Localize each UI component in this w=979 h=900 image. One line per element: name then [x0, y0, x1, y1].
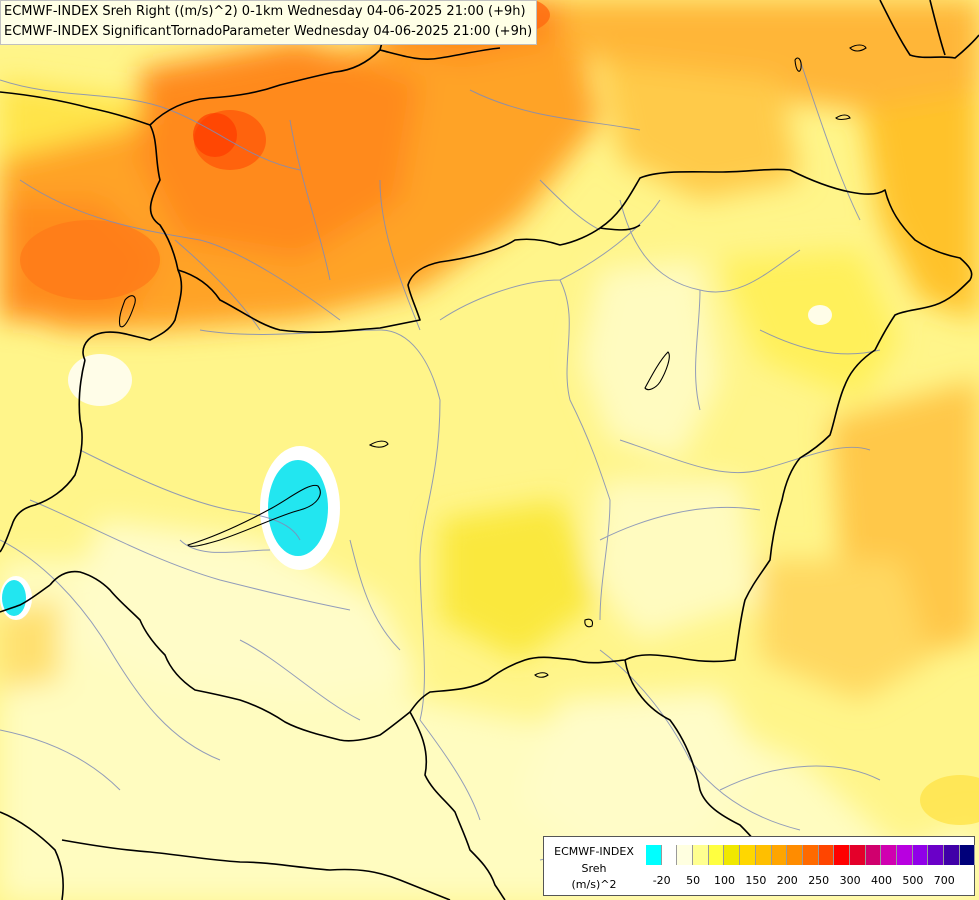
legend-swatch [928, 845, 945, 865]
legend-swatch [771, 845, 788, 865]
legend-tick-label: 400 [871, 874, 892, 887]
legend-swatch [849, 845, 866, 865]
legend-swatch [881, 845, 897, 865]
legend-title: ECMWF-INDEX [554, 845, 634, 858]
legend-swatches [646, 845, 976, 865]
legend-ticks: -20 50 100 150 200 250 300 400 500 700 [646, 874, 976, 888]
color-legend: ECMWF-INDEX Sreh (m/s)^2 -20 50 100 150 200 2… [543, 836, 976, 896]
legend-swatch [646, 845, 662, 865]
legend-tick-label: 200 [776, 874, 798, 887]
legend-swatch [755, 845, 772, 865]
legend-swatch [865, 845, 882, 865]
legend-unit: (m/s)^2 [571, 878, 617, 891]
legend-tick-label: 500 [902, 874, 924, 887]
map-title-line1: ECMWF-INDEX Sreh Right ((m/s)^2) 0-1km W… [4, 4, 526, 19]
legend-swatch [693, 845, 709, 865]
legend-swatch [897, 845, 913, 865]
legend-tick-label: 250 [808, 874, 830, 887]
legend-tick-label: 50 [686, 874, 701, 887]
legend-swatch [802, 845, 819, 865]
rivers [0, 59, 881, 871]
legend-tick-label: 700 [933, 874, 955, 887]
map-title-box: ECMWF-INDEX Sreh Right ((m/s)^2) 0-1km W… [0, 0, 538, 45]
legend-swatch [834, 845, 850, 865]
legend-swatch [708, 845, 725, 865]
legend-swatch [818, 845, 835, 865]
lakes [118, 44, 867, 678]
legend-swatch [959, 845, 976, 865]
legend-swatch [787, 845, 803, 865]
legend-swatch [944, 845, 960, 865]
legend-swatch [677, 845, 694, 865]
legend-tick-label: -20 [652, 874, 671, 887]
legend-swatch [740, 845, 756, 865]
legend-swatch [912, 845, 929, 865]
legend-tick-label: 300 [839, 874, 861, 887]
legend-variable: Sreh [581, 862, 607, 875]
legend-swatch [724, 845, 741, 865]
legend-tick-label: 150 [745, 874, 767, 887]
legend-swatch [661, 845, 678, 865]
map-title-line2: ECMWF-INDEX SignificantTornadoParameter … [4, 24, 533, 39]
legend-tick-label: 100 [714, 874, 735, 887]
